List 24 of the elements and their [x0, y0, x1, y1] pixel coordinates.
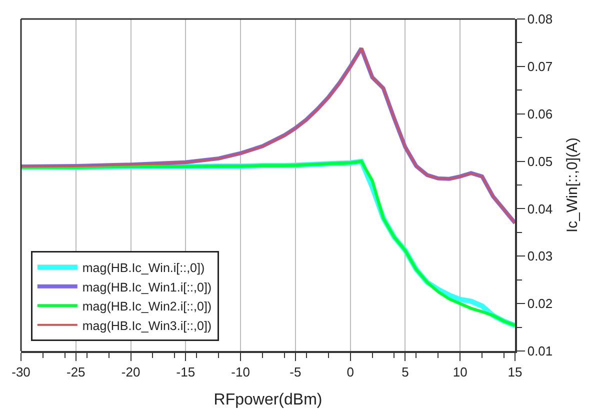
x-tick-label: -30	[12, 364, 30, 380]
y-tick-label: 0.02	[527, 296, 553, 312]
x-tick-label: -20	[121, 364, 140, 380]
y-tick-label: 0.04	[527, 201, 553, 216]
x-tick-label: 10	[452, 364, 468, 380]
y-tick-label: 0.08	[527, 12, 553, 27]
x-tick-label: -10	[231, 364, 250, 380]
x-axis-title: RFpower(dBm)	[214, 392, 322, 409]
x-tick-label: 5	[402, 364, 409, 380]
y-tick-label: 0.03	[527, 248, 553, 264]
x-tick-label: 15	[508, 364, 522, 380]
y-tick-label: 0.07	[527, 58, 553, 74]
y-tick-label: 0.05	[527, 154, 553, 169]
y-tick-label: 0.06	[527, 106, 553, 122]
x-tick-label: -5	[290, 364, 302, 380]
x-tick-label: 0	[346, 364, 354, 380]
x-tick-label: -25	[66, 364, 86, 380]
x-tick-label: -15	[176, 364, 196, 380]
legend-label: mag(HB.Ic_Win2.i[::,0])	[82, 300, 212, 314]
legend-label: mag(HB.Ic_Win3.i[::,0])	[82, 318, 212, 333]
y-tick-label: 0.01	[527, 344, 553, 359]
legend-label: mag(HB.Ic_Win1.i[::,0])	[82, 280, 212, 294]
legend-label: mag(HB.Ic_Win.i[::,0])	[82, 261, 205, 276]
y-axis-title: Ic_Win[::,0](A)	[564, 137, 582, 233]
